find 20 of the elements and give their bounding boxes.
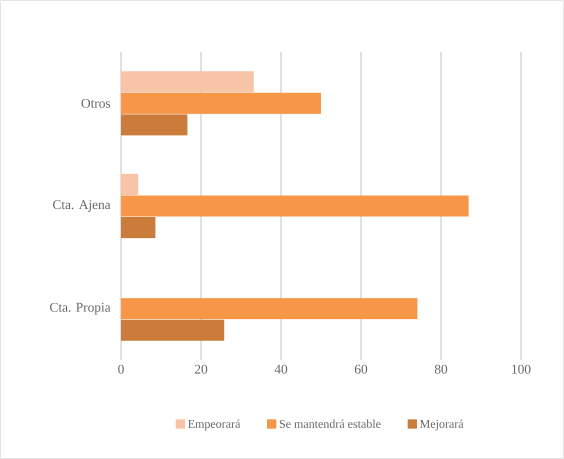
bar xyxy=(121,92,321,114)
legend-label: Se mantendrá estable xyxy=(280,419,381,428)
legend-label: Mejorará xyxy=(420,419,464,430)
y-tick-label: Otros xyxy=(82,98,110,108)
bar xyxy=(121,195,469,217)
bar xyxy=(121,298,418,320)
legend-label: Empeorará xyxy=(188,419,240,430)
y-tick-label: Cta. Propia xyxy=(50,302,110,314)
x-tick-label: 40 xyxy=(274,364,288,374)
bar xyxy=(121,217,156,238)
x-tick-label: 60 xyxy=(354,364,368,374)
x-tick-label: 80 xyxy=(434,364,448,374)
bar xyxy=(121,320,224,341)
y-tick-label: Cta. Ajena xyxy=(53,200,110,212)
x-tick-label: 100 xyxy=(512,364,530,374)
bar xyxy=(121,174,138,195)
bar xyxy=(121,114,188,136)
bar xyxy=(121,71,254,92)
x-tick-label: 0 xyxy=(118,364,124,374)
x-tick-label: 20 xyxy=(194,364,208,374)
